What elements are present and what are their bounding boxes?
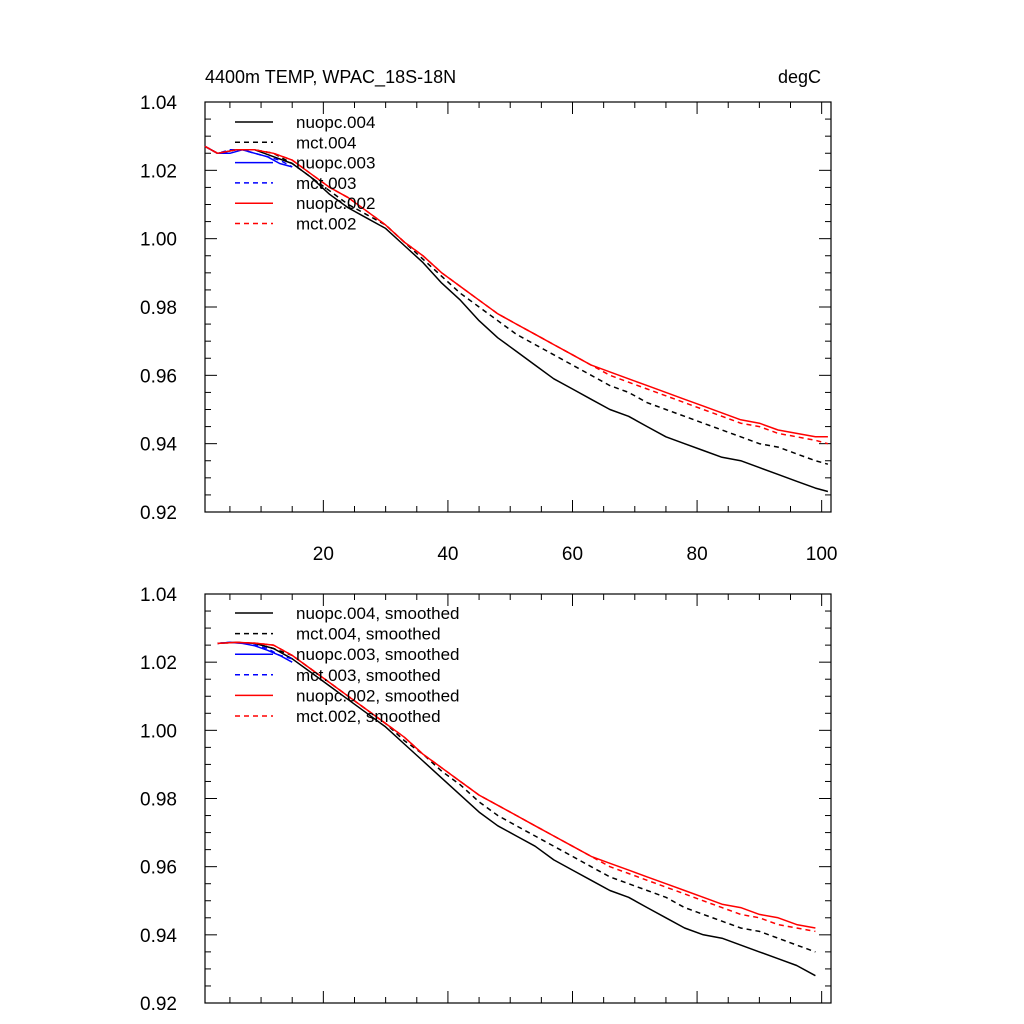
y-tick-label: 0.98 (140, 298, 177, 319)
chart-title-left: 4400m TEMP, WPAC_18S-18N (205, 67, 456, 88)
legend-label: mct.003 (296, 174, 356, 193)
y-tick-label: 0.94 (140, 435, 177, 456)
y-tick-label: 1.02 (140, 161, 177, 182)
y-tick-label: 1.00 (140, 230, 177, 251)
legend-label: nuopc.002, smoothed (296, 686, 460, 705)
series-line (217, 641, 816, 977)
x-tick-label: 60 (562, 544, 583, 565)
legend-label: mct.002, smoothed (296, 707, 441, 726)
x-tick-label: 40 (437, 544, 458, 565)
legend-label: mct.004, smoothed (296, 625, 441, 644)
series-line (217, 641, 816, 933)
legend-label: nuopc.002 (296, 194, 375, 213)
y-tick-label: 1.00 (140, 721, 177, 742)
series-line (204, 145, 829, 493)
y-tick-label: 0.92 (140, 503, 177, 524)
y-tick-label: 0.98 (140, 790, 177, 811)
y-tick-label: 0.96 (140, 858, 177, 879)
chart-title-right: degC (778, 67, 821, 87)
series-line (204, 145, 293, 168)
x-tick-label: 100 (806, 544, 838, 565)
series-line (204, 145, 829, 445)
legend-label: nuopc.003 (296, 154, 375, 173)
series-line (217, 641, 816, 929)
legend-label: mct.002 (296, 215, 356, 234)
x-tick-label: 80 (687, 544, 708, 565)
legend-label: nuopc.004, smoothed (296, 604, 460, 623)
bottom-chart: 0.92 0.94 0.96 0.98 1.00 1.02 1.04 nuopc.004, s… (140, 585, 832, 1015)
y-tick-label: 0.94 (140, 926, 177, 947)
x-tick-label: 20 (313, 544, 334, 565)
legend-label: mct.003, smoothed (296, 666, 441, 685)
y-tick-label: 0.92 (140, 994, 177, 1015)
legend-label: nuopc.004 (296, 113, 375, 132)
top-chart: 4400m TEMP, WPAC_18S-18N degC 0.92 0.94 0.… (140, 67, 837, 565)
y-tick-label: 1.02 (140, 653, 177, 674)
y-tick-label: 0.96 (140, 366, 177, 387)
series-line (217, 641, 816, 953)
legend-label: mct.004 (296, 133, 356, 152)
y-tick-label: 1.04 (140, 585, 177, 606)
legend-label: nuopc.003, smoothed (296, 645, 460, 664)
y-tick-label: 1.04 (140, 93, 177, 114)
